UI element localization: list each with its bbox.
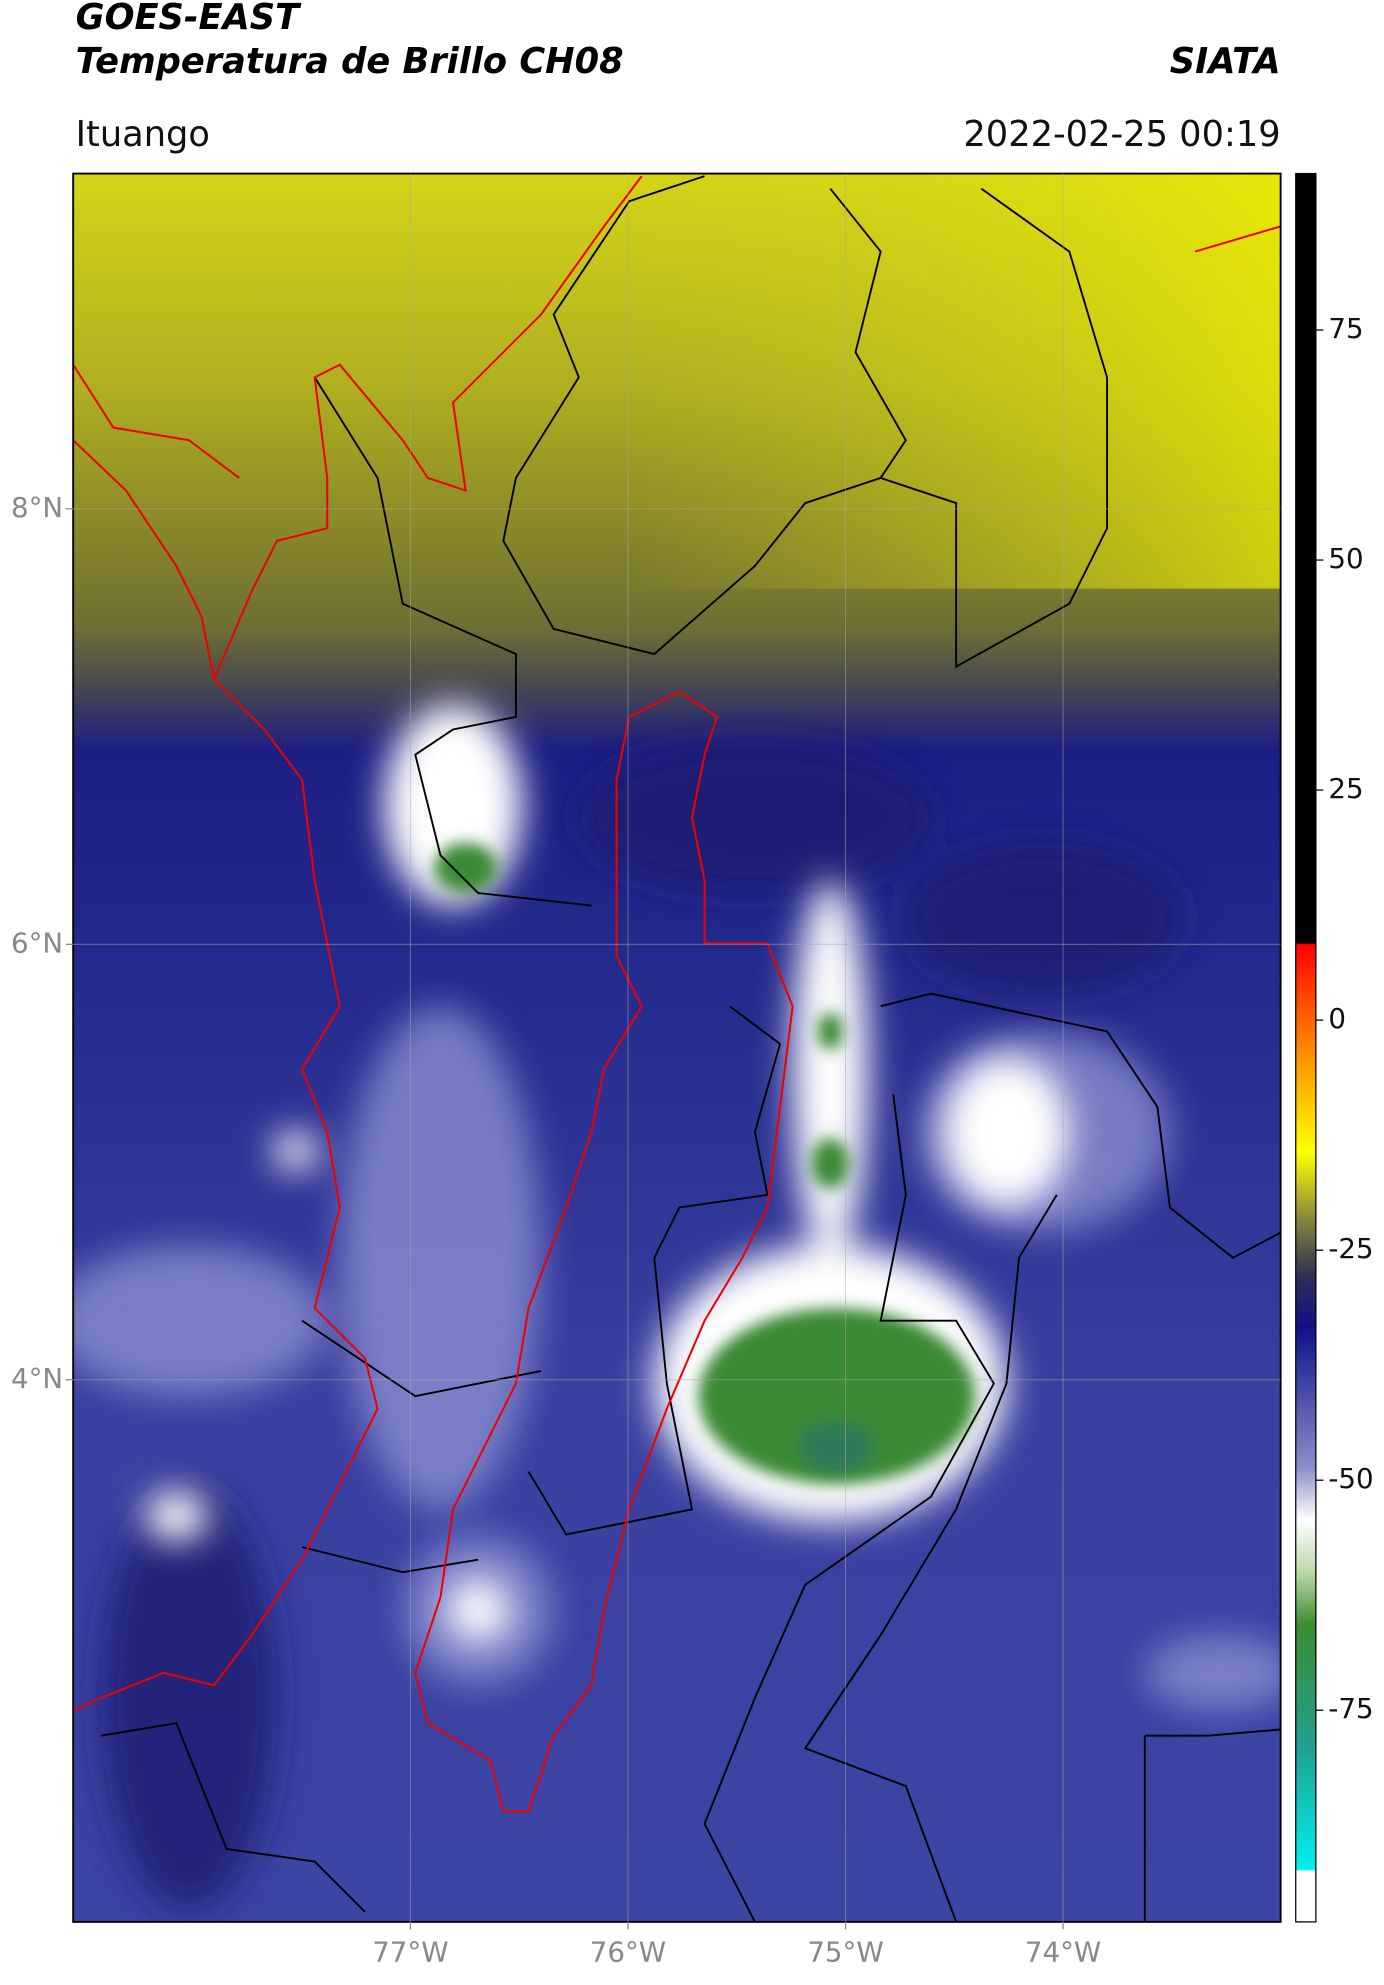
region: Ituango	[76, 114, 210, 155]
timestamp: 2022-02-25 00:19	[963, 114, 1280, 155]
colorbar-tick-label: 25	[1328, 772, 1363, 805]
colorbar	[1295, 172, 1317, 1923]
colorbar-tick-label: 75	[1328, 312, 1363, 345]
colorbar-tick-label: -50	[1328, 1462, 1373, 1495]
satellite-image	[73, 173, 1281, 1922]
axes: 77°W 76°W 75°W 74°W 8°N 6°N 4°N 75 50 25 0 -25 -50 -7…	[11, 173, 1374, 1968]
subtitle: Temperatura de Brillo CH08	[76, 41, 624, 82]
y-tick-label: 6°N	[11, 926, 63, 959]
title: GOES-EAST	[76, 0, 302, 38]
y-tick-label: 8°N	[11, 491, 63, 524]
x-tick-label: 77°W	[372, 1935, 448, 1968]
x-tick-label: 76°W	[590, 1935, 666, 1968]
colorbar-tick-label: 0	[1328, 1002, 1346, 1035]
colorbar-tick-label: -75	[1328, 1692, 1373, 1725]
x-tick-label: 74°W	[1025, 1935, 1101, 1968]
source: SIATA	[1170, 41, 1281, 82]
y-tick-label: 4°N	[11, 1362, 63, 1395]
colorbar-tick-label: -25	[1328, 1232, 1373, 1265]
colorbar-tick-label: 50	[1328, 542, 1363, 575]
x-tick-label: 75°W	[807, 1935, 883, 1968]
map-frame	[72, 172, 1282, 1923]
